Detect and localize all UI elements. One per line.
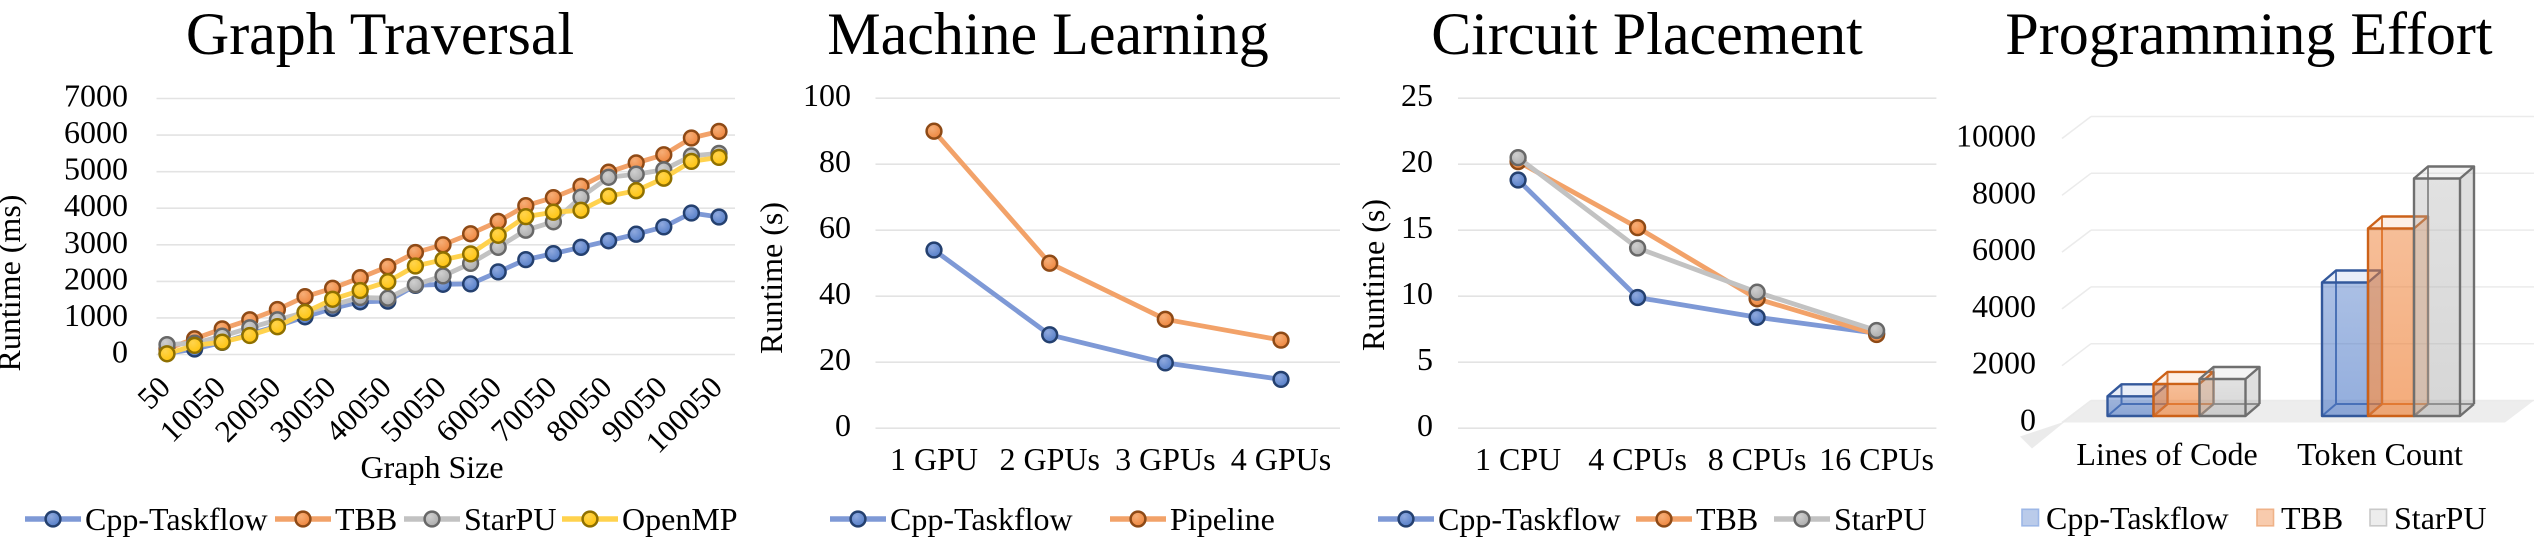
svg-text:25: 25 (1401, 77, 1433, 113)
svg-text:8 CPUs: 8 CPUs (1708, 441, 1807, 477)
svg-text:4000: 4000 (64, 187, 128, 223)
svg-text:4 CPUs: 4 CPUs (1588, 441, 1687, 477)
svg-text:0: 0 (2020, 402, 2036, 438)
svg-text:4 GPUs: 4 GPUs (1231, 441, 1331, 477)
svg-text:20: 20 (1401, 143, 1433, 179)
svg-text:1000: 1000 (64, 297, 128, 333)
svg-text:Machine Learning: Machine Learning (827, 1, 1268, 67)
svg-text:10: 10 (1401, 275, 1433, 311)
svg-text:2 GPUs: 2 GPUs (999, 441, 1099, 477)
svg-text:Pipeline: Pipeline (1170, 501, 1275, 537)
svg-text:Cpp-Taskflow: Cpp-Taskflow (85, 501, 268, 537)
svg-text:4000: 4000 (1972, 288, 2036, 324)
svg-text:0: 0 (1417, 407, 1433, 443)
svg-text:Runtime (s): Runtime (s) (1355, 199, 1391, 351)
svg-text:6000: 6000 (64, 114, 128, 150)
svg-text:40: 40 (819, 275, 851, 311)
svg-text:2000: 2000 (1972, 345, 2036, 381)
svg-text:Runtime (s): Runtime (s) (753, 202, 789, 354)
svg-text:1 CPU: 1 CPU (1475, 441, 1561, 477)
svg-text:6000: 6000 (1972, 231, 2036, 267)
svg-text:TBB: TBB (2281, 500, 2343, 536)
svg-text:Cpp-Taskflow: Cpp-Taskflow (1438, 501, 1621, 537)
svg-text:15: 15 (1401, 209, 1433, 245)
svg-text:Graph Traversal: Graph Traversal (186, 1, 574, 67)
svg-text:Lines of Code: Lines of Code (2076, 436, 2257, 472)
svg-text:16 CPUs: 16 CPUs (1819, 441, 1934, 477)
svg-text:100: 100 (803, 77, 851, 113)
svg-text:TBB: TBB (335, 501, 397, 537)
svg-text:80: 80 (819, 143, 851, 179)
svg-text:3 GPUs: 3 GPUs (1115, 441, 1215, 477)
svg-text:Cpp-Taskflow: Cpp-Taskflow (890, 501, 1073, 537)
svg-text:7000: 7000 (64, 78, 128, 114)
svg-text:Runtime (ms): Runtime (ms) (0, 195, 27, 372)
svg-text:10000: 10000 (1956, 118, 2036, 154)
svg-text:0: 0 (112, 334, 128, 370)
svg-text:2000: 2000 (64, 260, 128, 296)
svg-text:OpenMP: OpenMP (622, 501, 738, 537)
svg-text:Circuit Placement: Circuit Placement (1431, 1, 1863, 67)
svg-text:TBB: TBB (1696, 501, 1758, 537)
svg-text:8000: 8000 (1972, 174, 2036, 210)
svg-text:Programming Effort: Programming Effort (2005, 1, 2492, 67)
svg-text:StarPU: StarPU (464, 501, 556, 537)
svg-text:3000: 3000 (64, 224, 128, 260)
svg-text:StarPU: StarPU (1834, 501, 1926, 537)
svg-text:Cpp-Taskflow: Cpp-Taskflow (2046, 500, 2229, 536)
svg-text:1 GPU: 1 GPU (890, 441, 978, 477)
svg-text:5: 5 (1417, 341, 1433, 377)
svg-text:Token Count: Token Count (2297, 436, 2463, 472)
svg-text:Graph Size: Graph Size (360, 449, 503, 485)
svg-text:0: 0 (835, 407, 851, 443)
svg-text:20: 20 (819, 341, 851, 377)
svg-text:60: 60 (819, 209, 851, 245)
svg-text:StarPU: StarPU (2394, 500, 2486, 536)
svg-text:5000: 5000 (64, 151, 128, 187)
